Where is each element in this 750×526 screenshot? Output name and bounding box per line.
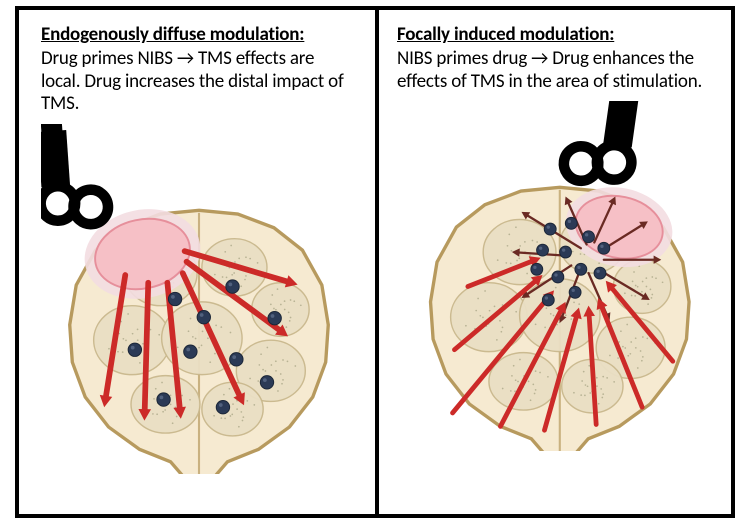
figure-frame: Endogenously diffuse modulation: Drug pr… — [15, 6, 735, 518]
right-desc: NIBS primes drug → Drug enhances the eff… — [397, 48, 713, 94]
left-desc: Drug primes NIBS → TMS effects are local… — [41, 48, 357, 116]
right-title: Focally induced modulation: — [397, 24, 713, 46]
left-stage — [41, 124, 357, 474]
panel-right: Focally induced modulation: NIBS primes … — [375, 10, 731, 514]
left-title: Endogenously diffuse modulation: — [41, 24, 357, 46]
right-diagram — [397, 101, 713, 451]
panel-left: Endogenously diffuse modulation: Drug pr… — [19, 10, 375, 514]
left-diagram — [41, 124, 357, 474]
right-stage — [397, 101, 713, 451]
